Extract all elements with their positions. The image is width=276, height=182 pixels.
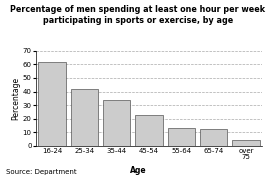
Bar [168, 128, 195, 146]
Bar [103, 100, 131, 146]
Text: Percentage of men spending at least one hour per week
participating in sports or: Percentage of men spending at least one … [10, 5, 266, 25]
Text: Age: Age [130, 166, 146, 175]
Y-axis label: Percentage: Percentage [11, 77, 20, 120]
Bar [71, 89, 98, 146]
Bar [135, 114, 163, 146]
Bar [38, 62, 66, 146]
Bar [200, 129, 227, 146]
Bar [232, 140, 260, 146]
Text: Source: Department: Source: Department [6, 169, 76, 175]
